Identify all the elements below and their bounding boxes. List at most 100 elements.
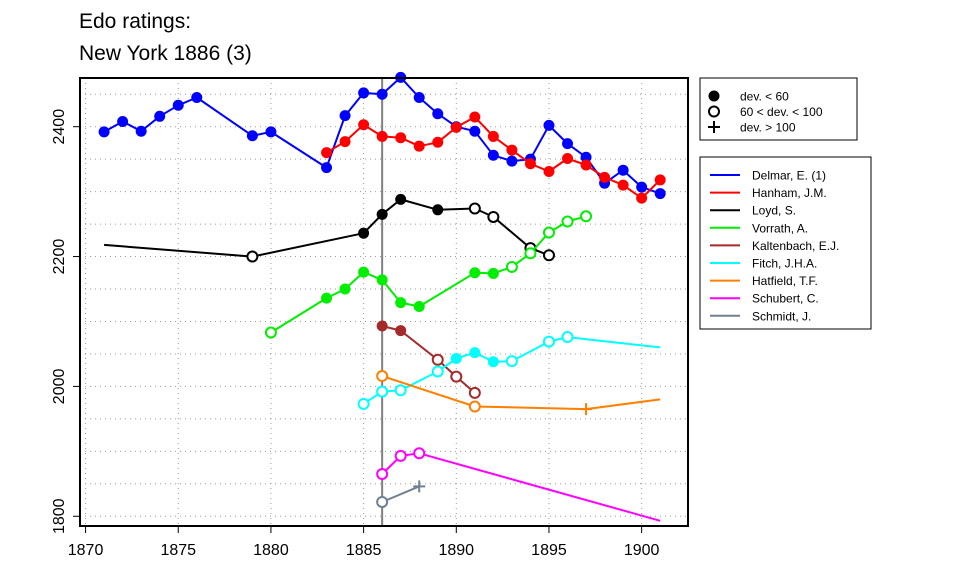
data-point-filled [617, 179, 629, 191]
data-point-open [431, 353, 444, 366]
player-legend-label: Fitch, J.H.A. [752, 257, 817, 271]
deviation-legend-entry: dev. > 100 [708, 121, 796, 135]
data-point-filled [358, 266, 370, 278]
y-tick-label: 2200 [51, 239, 68, 275]
player-legend-entry: Schmidt, J. [710, 309, 811, 323]
player-legend-entry: Loyd, S. [710, 204, 796, 218]
data-point-filled [376, 208, 388, 220]
data-point-filled [654, 174, 666, 186]
x-tick-label: 1900 [624, 542, 660, 559]
data-point-filled [413, 301, 425, 313]
series-loyd-s [104, 193, 555, 263]
x-tick-label: 1870 [68, 542, 104, 559]
data-point-filled [395, 193, 407, 205]
data-point-filled [191, 91, 203, 103]
data-point-open [246, 250, 259, 263]
series-kaltenbach-e-j [376, 320, 481, 399]
series-line [270, 215, 587, 334]
data-point-filled [543, 119, 555, 131]
grid [80, 78, 688, 526]
data-point-filled [358, 119, 370, 131]
data-point-open [542, 335, 555, 348]
player-legend-box [699, 156, 872, 330]
data-point-filled [432, 204, 444, 216]
data-point-open [542, 249, 555, 262]
data-point-open [376, 385, 389, 398]
data-point-filled [376, 274, 388, 286]
data-point-filled [636, 181, 648, 193]
player-legend-label: Hanham, J.M. [752, 186, 827, 200]
data-point-open [468, 400, 481, 413]
data-point-filled [469, 267, 481, 279]
x-tick-label: 1890 [438, 542, 474, 559]
data-point-open [264, 326, 277, 339]
series-group [98, 71, 666, 522]
data-point-filled [450, 352, 462, 364]
data-point-filled [321, 147, 333, 159]
data-point-open [413, 447, 426, 460]
series-hatfield-t-f [376, 370, 661, 416]
player-legend-entry: Vorrath, A. [710, 221, 808, 235]
data-point-filled [376, 130, 388, 142]
data-point-filled [117, 116, 129, 128]
data-point-filled [469, 347, 481, 359]
series-fitch-j-h-a [357, 331, 661, 410]
player-legend-label: Schubert, C. [752, 292, 819, 306]
series-line [381, 375, 661, 411]
deviation-legend-entry: 60 < dev. < 100 [708, 105, 823, 119]
player-legend-entry: Hatfield, T.F. [710, 274, 818, 288]
data-point-open [487, 210, 500, 223]
y-tick-label: 2400 [51, 109, 68, 145]
x-tick-label: 1875 [160, 542, 196, 559]
data-point-filled [265, 126, 277, 138]
data-point-filled [172, 99, 184, 111]
data-point-filled [506, 155, 518, 167]
deviation-legend-box [699, 77, 858, 141]
series-hanham-j-m [321, 111, 666, 204]
data-point-filled [358, 227, 370, 239]
data-point-filled [413, 140, 425, 152]
data-point-filled [395, 325, 407, 337]
data-point-filled [708, 90, 720, 102]
data-point-open [394, 449, 407, 462]
deviation-legend-label: 60 < dev. < 100 [740, 105, 823, 119]
data-point-open [505, 260, 518, 273]
data-point-filled [636, 192, 648, 204]
series-schubert-c [376, 447, 661, 522]
x-tick-label: 1885 [346, 542, 382, 559]
data-point-filled [469, 111, 481, 123]
data-point-open [561, 215, 574, 228]
data-point-open [376, 495, 389, 508]
data-point-filled [487, 267, 499, 279]
y-tick-label: 2000 [51, 369, 68, 405]
data-point-filled [543, 165, 555, 177]
data-point-filled [432, 108, 444, 120]
player-legend-label: Hatfield, T.F. [752, 274, 818, 288]
player-legend-label: Vorrath, A. [752, 221, 808, 235]
data-point-filled [450, 121, 462, 133]
data-point-open [708, 105, 720, 118]
data-point-filled [321, 292, 333, 304]
series-line [381, 485, 420, 503]
player-legend-entry: Hanham, J.M. [710, 186, 827, 200]
data-point-filled [395, 132, 407, 144]
data-point-filled [617, 164, 629, 176]
player-legend-entry: Schubert, C. [710, 292, 819, 306]
data-point-filled [321, 162, 333, 174]
data-point-filled [654, 188, 666, 200]
data-point-open [580, 210, 593, 223]
y-tick-label: 1800 [51, 498, 68, 534]
chart-title-line-2: New York 1886 (3) [79, 42, 252, 65]
data-point-filled [376, 320, 388, 332]
data-point-filled [154, 110, 166, 122]
data-point-filled [524, 158, 536, 170]
data-point-filled [339, 110, 351, 122]
data-point-open [542, 226, 555, 239]
series-line [104, 198, 550, 258]
series-line [381, 452, 661, 522]
data-point-open [394, 384, 407, 397]
data-point-open [468, 386, 481, 399]
data-point-filled [339, 283, 351, 295]
